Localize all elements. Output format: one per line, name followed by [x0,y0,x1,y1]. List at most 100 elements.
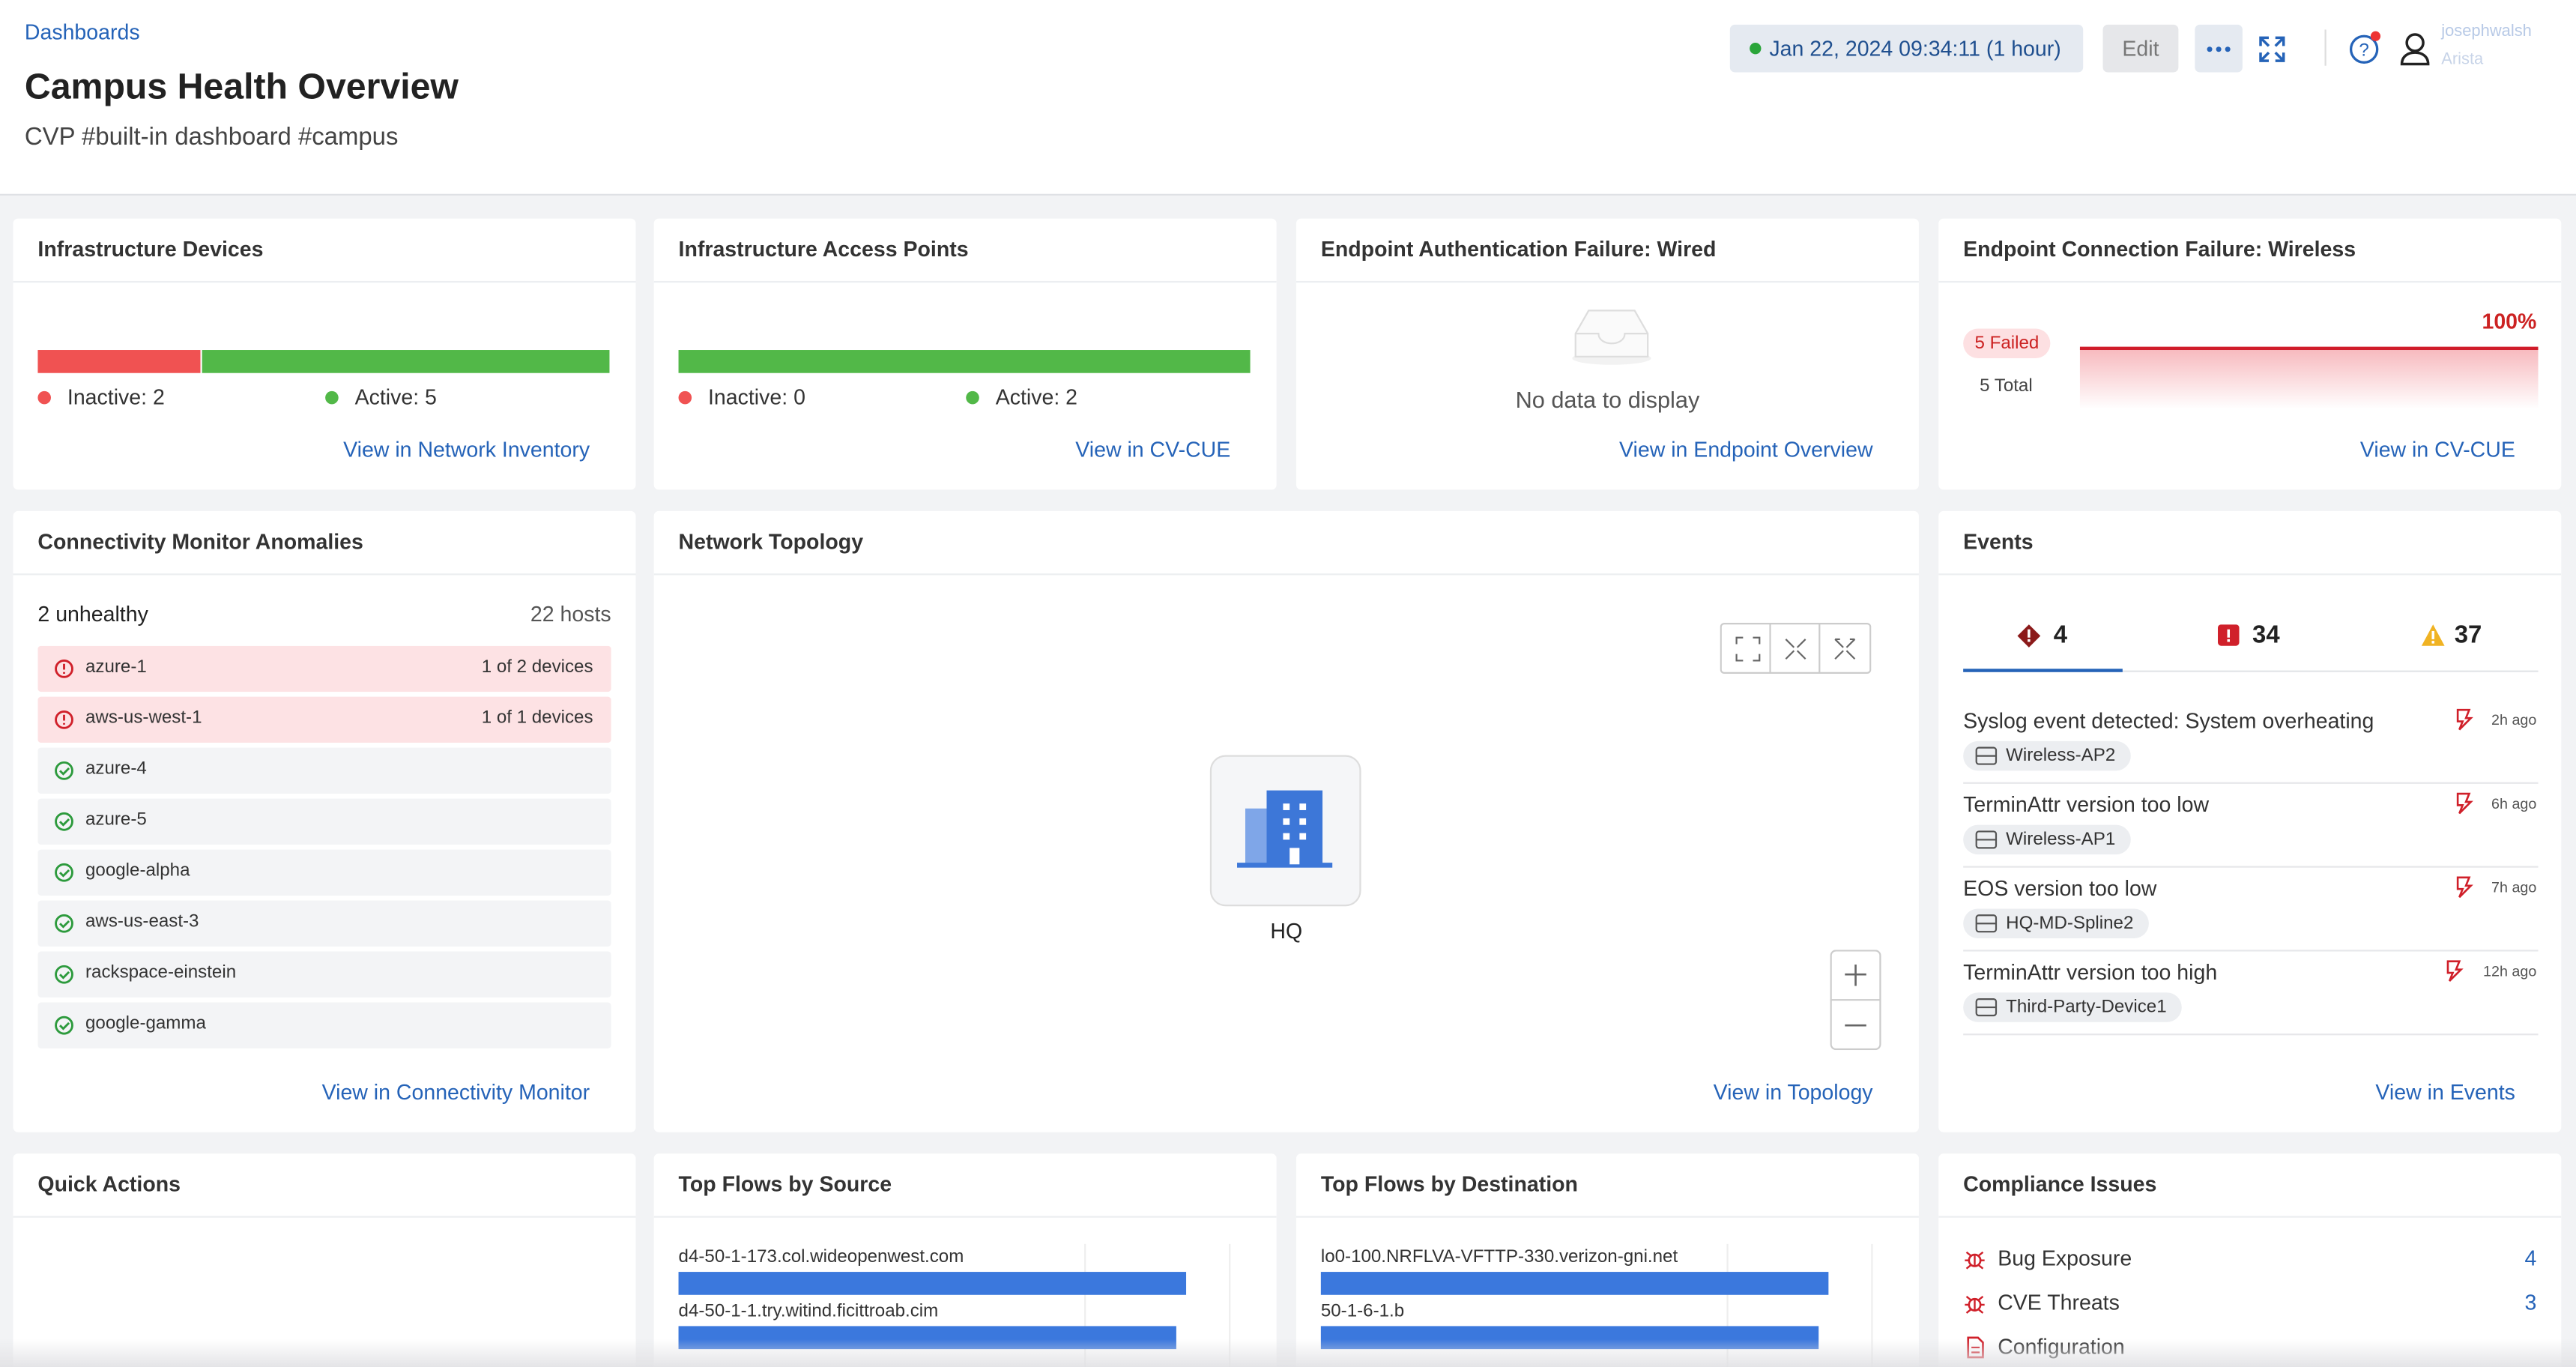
failed-pill: 5 Failed [1963,328,2051,358]
device-pill: Wireless-AP1 [1963,824,2130,855]
legend-dot [37,390,51,405]
percent-label: 100% [2482,309,2537,334]
compliance-count[interactable]: 3 [2524,1290,2537,1315]
breadcrumb[interactable]: Dashboards [24,19,140,45]
healthy-icon [55,914,73,933]
card-title: Connectivity Monitor Anomalies [13,511,636,576]
expand-button[interactable] [2258,34,2287,64]
status-bar-segment [678,350,1251,373]
grid-line [1084,1243,1086,1367]
card-title: Top Flows by Destination [1295,1153,1919,1218]
legend-label: Active: 5 [354,384,437,409]
flow-name: d4-50-1-173.col.wideopenwest.com [678,1247,964,1267]
host-status: 1 of 1 devices [481,708,593,728]
healthy-icon [55,761,73,780]
host-count: 22 hosts [530,601,611,627]
event-divider [1963,1033,2539,1036]
card-link[interactable]: View in Endpoint Overview [1619,437,1873,462]
page-title: Campus Health Overview [24,65,459,107]
card-compliance: Compliance Issues Bug Exposure 4 CVE Threa… [1938,1153,2562,1367]
host-name: aws-us-west-1 [85,708,202,728]
header: Dashboards Campus Health Overview CVP #b… [0,0,2576,196]
card-link[interactable]: View in Topology [1713,1079,1873,1105]
card-events: Events View in Events 4 34 37 Syslog event … [1938,510,2562,1132]
host-name: google-gamma [85,1013,206,1034]
card-quick-actions: Quick Actions [13,1153,636,1367]
event-icon [2456,792,2473,815]
event-text: TerminAttr version too low [1963,791,2210,817]
status-bar-segment [202,350,610,373]
host-row: google-gamma [37,1002,611,1048]
legend-label: Inactive: 2 [67,384,165,409]
legend-item: Active: 5 [325,384,437,409]
compliance-name: Bug Exposure [1998,1245,2132,1270]
topology-toolbar[interactable] [1720,622,1872,674]
card-flows-dest: Top Flows by Destination lo0-100.NRFLVA-… [1295,1153,1919,1367]
event-text: Syslog event detected: System overheatin… [1963,708,2374,733]
host-row: aws-us-west-1 1 of 1 devices [37,696,611,743]
host-name: azure-4 [85,758,147,779]
more-button[interactable] [2195,24,2243,73]
event-count: 4 [2053,621,2068,650]
card-title: Endpoint Authentication Failure: Wired [1295,219,1919,283]
hq-node[interactable] [1209,754,1364,908]
card-title: Network Topology [653,511,1919,576]
host-row: rackspace-einstein [37,951,611,998]
compliance-icon [1965,1296,1985,1314]
host-status: 1 of 2 devices [481,657,593,678]
device-icon [1975,998,1998,1017]
page-subtitle: CVP #built-in dashboard #campus [24,123,399,151]
card-link[interactable]: View in Network Inventory [343,437,590,462]
card-infra-devices: Infrastructure Devices View in Network I… [13,218,636,490]
card-link[interactable]: View in CV-CUE [1075,437,1231,462]
card-auth-failure: Endpoint Authentication Failure: Wired N… [1295,218,1919,490]
compliance-icon [1965,1251,1985,1270]
event-icon [2446,960,2464,982]
host-row: azure-1 1 of 2 devices [37,645,611,692]
card-link[interactable]: View in Connectivity Monitor [321,1079,590,1105]
unhealthy-summary: 2 unhealthy [37,601,148,627]
unhealthy-icon [55,710,73,729]
device-icon [1975,746,1998,765]
legend-label: Inactive: 0 [708,384,805,409]
time-range: Jan 22, 2024 09:34:11 (1 hour) [1769,36,2061,61]
device-pill: Wireless-AP2 [1963,740,2130,771]
unhealthy-icon [55,659,73,678]
edit-button[interactable]: Edit [2102,24,2179,73]
device-icon [1975,830,1998,849]
failure-trend [2079,346,2539,409]
active-tab-underline [1963,669,2123,672]
legend-dot [678,390,692,405]
card-link[interactable]: View in Events [2375,1079,2515,1105]
device-icon [1975,914,1998,933]
host-name: aws-us-east-3 [85,911,199,932]
healthy-icon [55,965,73,984]
help-button[interactable]: ? [2347,29,2383,65]
time-picker[interactable]: Jan 22, 2024 09:34:11 (1 hour) [1729,24,2084,73]
legend-label: Active: 2 [995,384,1078,409]
empty-message: No data to display [1515,386,1700,413]
healthy-icon [55,863,73,882]
card-title: Infrastructure Access Points [653,219,1277,283]
legend-item: Inactive: 2 [37,384,165,409]
card-link[interactable]: View in CV-CUE [2359,437,2515,462]
grid-line [1726,1243,1729,1367]
user-icon[interactable] [2398,31,2431,67]
event-age: 6h ago [2491,795,2537,812]
event-divider [1963,782,2539,784]
legend-item: Active: 2 [966,384,1077,409]
zoom-controls[interactable] [1830,950,1883,1051]
compliance-count[interactable]: 4 [2524,1245,2537,1270]
card-title: Endpoint Connection Failure: Wireless [1938,219,2562,283]
card-title: Quick Actions [13,1153,636,1218]
node-label: HQ [1270,918,1303,944]
legend-item: Inactive: 0 [678,384,805,409]
flow-name: d4-50-1-1.try.witind.ficittroab.cim [678,1301,939,1321]
flow-name: 50-1-6-1.b [1320,1301,1405,1321]
card-title: Top Flows by Source [653,1153,1277,1218]
warning-icon [2421,624,2445,646]
flow-name: lo0-100.NRFLVA-VFTTP-330.verizon-gni.net [1320,1247,1678,1267]
flow-bar [1320,1272,1829,1295]
tab-divider [1963,670,2539,672]
